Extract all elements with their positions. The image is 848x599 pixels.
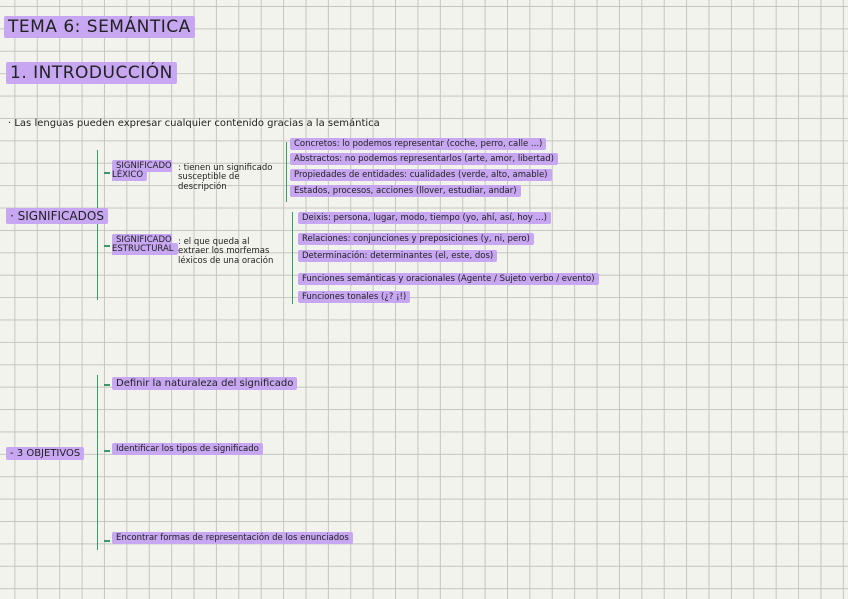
connector-dash: [104, 384, 110, 386]
lexico-label: SIGNIFICADO LÉXICO: [112, 160, 172, 182]
lexico-item: Abstractos: no podemos representarlos (a…: [290, 153, 558, 165]
estructural-item: Deixis: persona, lugar, modo, tiempo (yo…: [298, 212, 551, 224]
estructural-item: Determinación: determinantes (el, este, …: [298, 250, 498, 262]
connector-dash: [104, 245, 110, 247]
estructural-label: SIGNIFICADO ESTRUCTURAL: [112, 234, 178, 256]
estructural-desc: : el que queda al extraer los morfemas l…: [178, 237, 274, 266]
objetivo-item: Encontrar formas de representación de lo…: [112, 532, 353, 544]
brace-significados: [97, 150, 98, 300]
connector-dash: [104, 540, 110, 542]
brace-lexico: [286, 142, 287, 202]
brace-objetivos: [97, 375, 98, 550]
page-title: TEMA 6: SEMÁNTICA: [4, 16, 195, 38]
estructural-item: Funciones tonales (¿? ¡!): [298, 291, 411, 303]
lexico-item: Estados, procesos, acciones (llover, est…: [290, 185, 521, 197]
lexico-desc: : tienen un significado susceptible de d…: [178, 163, 273, 192]
intro-text: · Las lenguas pueden expresar cualquier …: [8, 118, 380, 129]
estructural-item: Relaciones: conjunciones y preposiciones…: [298, 233, 534, 245]
lexico-item: Propiedades de entidades: cualidades (ve…: [290, 169, 552, 181]
objetivo-item: Definir la naturaleza del significado: [112, 377, 298, 390]
estructural-item: Funciones semánticas y oracionales (Agen…: [298, 273, 599, 285]
section-title: 1. INTRODUCCIÓN: [6, 62, 177, 84]
connector-dash: [104, 172, 110, 174]
objetivos-label: - 3 OBJETIVOS: [6, 447, 85, 460]
brace-estructural: [292, 212, 293, 304]
connector-dash: [104, 450, 110, 452]
significados-label: · SIGNIFICADOS: [6, 208, 108, 224]
lexico-item: Concretos: lo podemos representar (coche…: [290, 138, 547, 150]
objetivo-item: Identificar los tipos de significado: [112, 443, 263, 455]
